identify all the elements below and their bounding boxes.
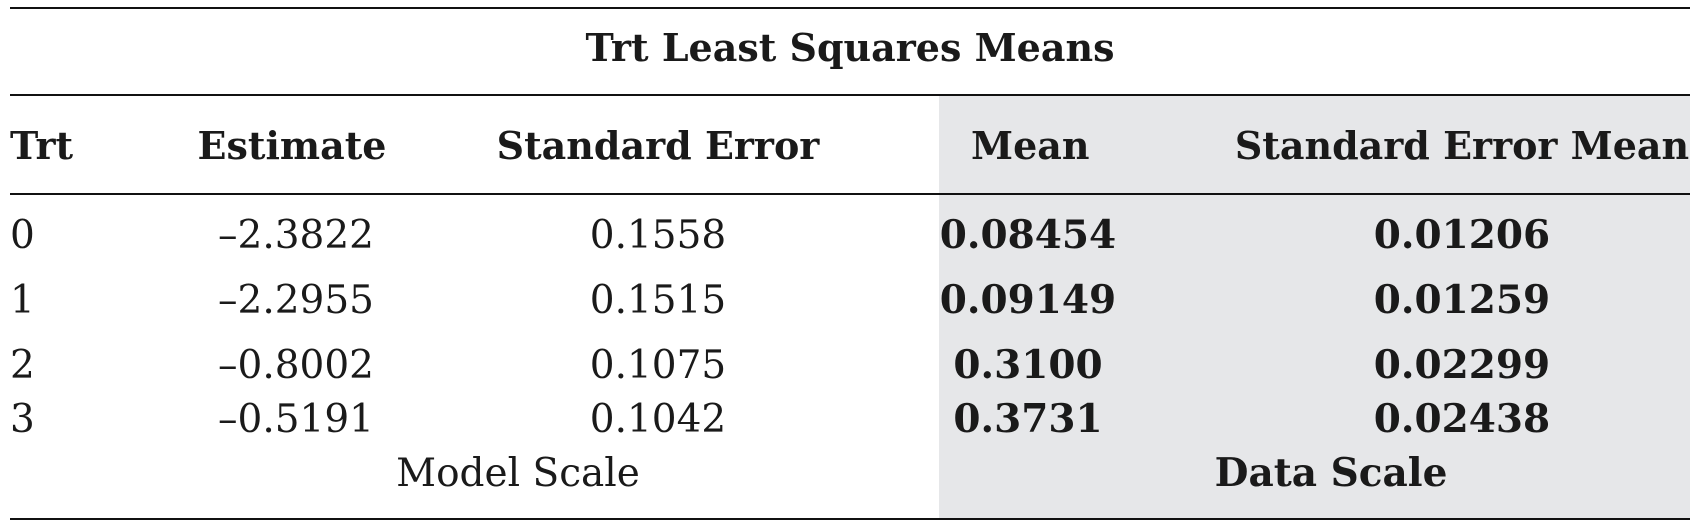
- cell-standard-error: 0.1042: [589, 397, 727, 442]
- bottom-rule: [10, 518, 1690, 520]
- header-rule: [10, 193, 1690, 195]
- cell-trt: 1: [10, 278, 35, 323]
- cell-estimate: –0.5191: [218, 397, 374, 442]
- top-rule: [10, 7, 1690, 9]
- cell-standard-error-mean: 0.02438: [1373, 396, 1551, 442]
- model-scale-label: Model Scale: [396, 451, 640, 496]
- cell-trt: 0: [10, 213, 35, 258]
- header-estimate: Estimate: [197, 123, 387, 168]
- table-title: Trt Least Squares Means: [585, 25, 1115, 70]
- cell-mean: 0.08454: [939, 212, 1117, 258]
- cell-trt: 3: [10, 397, 35, 442]
- header-trt: Trt: [10, 123, 74, 168]
- header-standard-error-mean: Standard Error Mean: [1234, 123, 1690, 168]
- header-mean: Mean: [971, 123, 1090, 168]
- cell-mean: 0.09149: [939, 277, 1117, 323]
- lsmeans-table: Trt Least Squares Means Trt Estimate Sta…: [10, 0, 1690, 526]
- title-rule: [10, 94, 1690, 96]
- header-standard-error: Standard Error: [496, 123, 820, 168]
- cell-estimate: –0.8002: [218, 343, 374, 388]
- data-scale-shading: [939, 96, 1690, 518]
- cell-standard-error: 0.1075: [589, 343, 727, 388]
- cell-standard-error-mean: 0.01206: [1373, 212, 1551, 258]
- cell-estimate: –2.3822: [218, 213, 374, 258]
- cell-standard-error: 0.1558: [589, 213, 727, 258]
- cell-trt: 2: [10, 343, 35, 388]
- data-scale-label: Data Scale: [1214, 450, 1448, 496]
- cell-estimate: –2.2955: [218, 278, 374, 323]
- cell-mean: 0.3731: [953, 396, 1103, 442]
- cell-mean: 0.3100: [953, 342, 1103, 388]
- cell-standard-error: 0.1515: [589, 278, 727, 323]
- cell-standard-error-mean: 0.02299: [1373, 342, 1551, 388]
- cell-standard-error-mean: 0.01259: [1373, 277, 1551, 323]
